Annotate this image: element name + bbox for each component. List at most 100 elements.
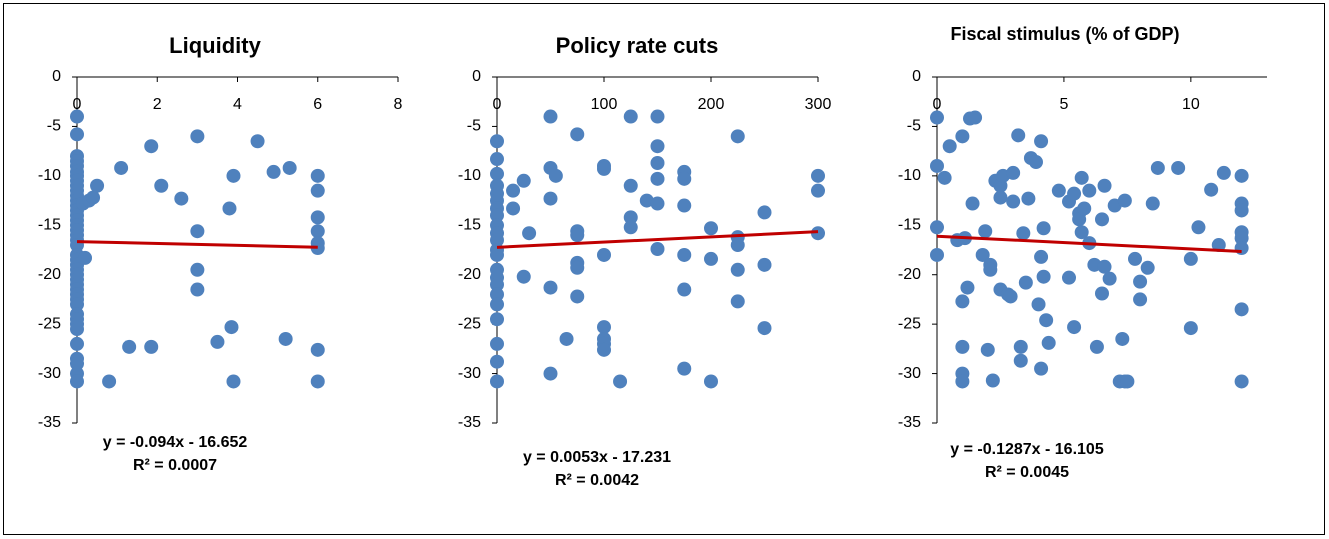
data-point <box>543 366 558 381</box>
y-tick-label: -30 <box>38 365 61 382</box>
data-point <box>930 247 944 262</box>
y-tick-label: 0 <box>912 68 921 85</box>
data-point <box>639 193 654 208</box>
data-point <box>1011 128 1026 143</box>
data-point <box>1095 212 1109 227</box>
data-point <box>1211 238 1226 253</box>
data-point <box>570 228 585 243</box>
y-tick-label: -15 <box>458 217 481 234</box>
y-tick-label: -25 <box>38 315 61 332</box>
data-point <box>1115 331 1130 346</box>
data-point <box>968 110 983 125</box>
data-point <box>1072 212 1087 227</box>
y-tick-label: -5 <box>467 118 481 135</box>
data-point <box>570 289 585 304</box>
data-point <box>930 158 944 173</box>
data-point <box>86 190 101 205</box>
data-point <box>930 220 944 235</box>
x-tick-label: 0 <box>493 96 502 113</box>
data-point <box>310 224 325 239</box>
data-point <box>1204 182 1219 197</box>
data-point <box>490 166 504 181</box>
data-point <box>190 262 205 277</box>
data-point <box>955 339 970 354</box>
data-point <box>811 183 825 198</box>
data-point <box>597 247 611 262</box>
data-point <box>70 374 84 389</box>
y-tick-label: -35 <box>458 414 481 431</box>
data-point <box>623 178 638 193</box>
data-point <box>190 224 205 239</box>
data-point <box>1128 251 1142 266</box>
y-tick-label: -30 <box>898 365 921 382</box>
data-point <box>490 152 504 167</box>
y-tick-label: -35 <box>38 414 61 431</box>
data-point <box>1039 313 1054 328</box>
data-point <box>1089 339 1104 354</box>
data-point <box>677 361 692 376</box>
data-point <box>1082 183 1097 198</box>
y-tick-label: -10 <box>38 167 61 184</box>
data-point <box>310 183 325 198</box>
y-tick-label: -20 <box>458 266 481 283</box>
data-point <box>613 374 628 389</box>
data-point <box>226 374 241 389</box>
data-point <box>490 287 504 302</box>
data-point <box>811 226 825 241</box>
data-point <box>154 178 169 193</box>
x-tick-label: 4 <box>233 96 242 113</box>
data-point <box>757 321 772 336</box>
data-point <box>490 233 504 248</box>
data-point <box>1234 231 1249 246</box>
data-point <box>730 129 745 144</box>
y-tick-label: -10 <box>898 167 921 184</box>
x-tick-label: 100 <box>591 96 618 113</box>
data-point <box>1133 292 1148 307</box>
data-point <box>70 127 84 142</box>
data-point <box>1234 241 1249 256</box>
data-point <box>490 277 504 292</box>
chart-title: Fiscal stimulus (% of GDP) <box>950 24 1179 44</box>
data-point <box>90 178 105 193</box>
data-point <box>144 139 159 154</box>
data-point <box>1095 286 1109 301</box>
data-point <box>1150 160 1165 175</box>
data-point <box>543 191 558 206</box>
data-point <box>1067 186 1082 201</box>
data-point <box>490 247 504 262</box>
y-tick-label: -25 <box>458 315 481 332</box>
data-point <box>1133 274 1148 289</box>
data-point <box>930 110 944 125</box>
data-point <box>144 339 159 354</box>
data-point <box>490 336 504 351</box>
data-point <box>190 282 205 297</box>
x-tick-label: 0 <box>933 96 942 113</box>
x-tick-label: 8 <box>394 96 403 113</box>
data-point <box>1067 320 1082 335</box>
data-point <box>623 220 638 235</box>
y-tick-label: -25 <box>898 315 921 332</box>
data-point <box>677 171 692 186</box>
data-point <box>282 160 297 175</box>
data-point <box>226 168 241 183</box>
chart-title: Liquidity <box>169 33 261 58</box>
data-point <box>1013 353 1028 368</box>
trend-equation: y = 0.0053x - 17.231 <box>523 449 671 466</box>
data-point <box>559 331 574 346</box>
data-point <box>985 373 1000 388</box>
data-point <box>757 257 772 272</box>
data-point <box>1171 160 1186 175</box>
data-point <box>811 168 825 183</box>
data-point <box>960 280 975 295</box>
data-point <box>1191 220 1206 235</box>
data-point <box>1036 269 1051 284</box>
trend-equation: R² = 0.0007 <box>133 457 217 474</box>
data-point <box>704 221 718 236</box>
data-point <box>983 262 998 277</box>
trend-equation: y = -0.094x - 16.652 <box>103 434 248 451</box>
data-point <box>1097 259 1112 274</box>
data-point <box>965 196 980 211</box>
data-point <box>975 247 990 262</box>
data-point <box>942 139 957 154</box>
data-point <box>955 129 970 144</box>
